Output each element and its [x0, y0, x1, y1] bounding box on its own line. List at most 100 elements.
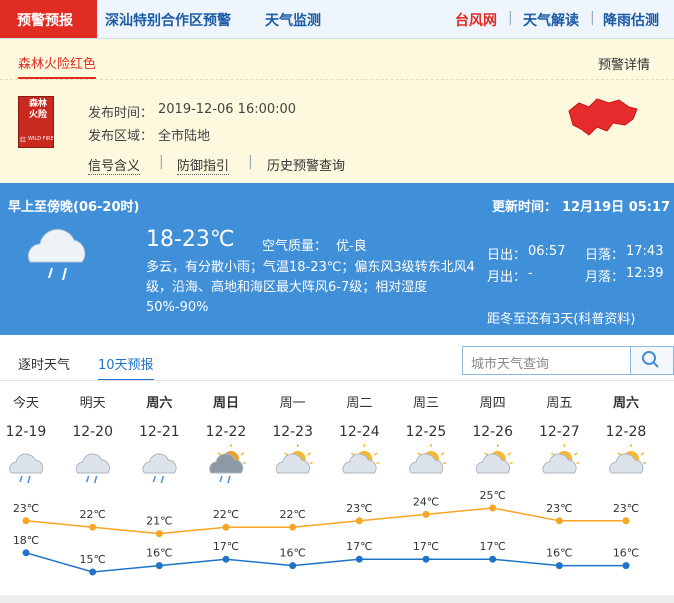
- label: 月落：: [585, 270, 625, 285]
- day-label: 周五: [546, 396, 572, 411]
- forecast-tab[interactable]: 逐时天气: [18, 358, 71, 373]
- date-label: 12-22: [206, 424, 247, 440]
- temp-point: [489, 555, 497, 563]
- temp-label: 16℃: [613, 547, 639, 560]
- warning-tab[interactable]: 森林火险红色: [18, 53, 97, 79]
- temp-point: [555, 562, 563, 570]
- temp-label: 17℃: [413, 540, 439, 553]
- nav-active-tab[interactable]: 预警预报: [17, 13, 73, 29]
- weather-icon: [142, 453, 177, 484]
- day-label: 今天: [13, 395, 39, 411]
- sun-rays: [217, 444, 246, 464]
- label: 日落：: [585, 248, 625, 263]
- temp-line: [25, 552, 626, 573]
- warning-link[interactable]: 防御指引: [177, 155, 230, 175]
- search-placeholder: 城市天气查询: [471, 357, 550, 372]
- divider: [0, 380, 674, 381]
- temp-label: 22℃: [79, 508, 105, 521]
- cloud: [609, 453, 644, 474]
- temp-label: 16℃: [546, 547, 572, 560]
- nav-tab[interactable]: 天气监测: [265, 13, 321, 29]
- temp-label: 17℃: [479, 540, 505, 553]
- label: 发布区域：: [88, 129, 154, 144]
- day-label: 周一: [280, 396, 306, 411]
- moonrise: -: [528, 266, 533, 281]
- cloud: [409, 453, 444, 474]
- temp-point: [622, 517, 630, 525]
- separator: |: [508, 10, 513, 26]
- temp-point: [622, 562, 630, 570]
- updated-time: 12月19日 05:17: [562, 200, 671, 215]
- date-label: 12-19: [6, 424, 47, 440]
- cloud: [209, 453, 244, 474]
- temp-point: [289, 523, 297, 531]
- cloud: [9, 453, 44, 474]
- temp-label: 23℃: [546, 502, 572, 515]
- sun-rays: [484, 444, 513, 464]
- moonset: 12:39: [626, 266, 664, 281]
- period: 早上至傍晚(06-20时): [8, 200, 140, 215]
- weather-icon: [209, 444, 246, 484]
- temp-point: [89, 523, 97, 531]
- publish-time: 2019-12-06 16:00:00: [158, 102, 297, 117]
- today-temp: 18-23℃: [146, 227, 235, 252]
- cloud: [75, 453, 110, 474]
- cloud: [475, 453, 510, 474]
- cloud: [142, 453, 177, 474]
- temp-point: [422, 555, 430, 563]
- temp-label: 23℃: [613, 502, 639, 515]
- icon-en: WILD FIRE: [28, 136, 54, 142]
- nav-link[interactable]: 天气解读: [523, 13, 579, 29]
- sun-rays: [417, 444, 446, 464]
- temp-point: [22, 549, 30, 557]
- search-input[interactable]: [462, 346, 632, 375]
- weather-icon: [609, 444, 646, 474]
- temp-label: 25℃: [479, 489, 505, 502]
- area-map: [568, 98, 638, 136]
- warning-icon: [18, 96, 54, 148]
- detail-link[interactable]: 预警详情: [598, 58, 651, 73]
- nav-tab[interactable]: 深汕特别合作区预警: [105, 13, 231, 29]
- separator: |: [248, 154, 253, 170]
- temp-label: 18℃: [13, 534, 39, 547]
- day-label: 明天: [80, 396, 106, 411]
- temp-point: [222, 523, 230, 531]
- warning-link[interactable]: 历史预警查询: [267, 159, 346, 174]
- weather-icon: [475, 444, 513, 474]
- temp-label: 16℃: [146, 547, 172, 560]
- date-label: 12-25: [406, 424, 447, 440]
- sunset: 17:43: [626, 244, 664, 259]
- temp-label: 17℃: [213, 540, 239, 553]
- temp-label: 17℃: [346, 540, 372, 553]
- temp-point: [222, 555, 230, 563]
- today-panel: [0, 183, 674, 335]
- temp-label: 21℃: [146, 515, 172, 528]
- solar-term[interactable]: 距冬至还有3天(科普资料): [487, 312, 636, 327]
- icon-title: 森林火险: [29, 99, 48, 120]
- separator: |: [590, 10, 595, 26]
- date-label: 12-26: [472, 424, 513, 440]
- date-label: 12-21: [139, 424, 180, 440]
- weather-icon: [342, 444, 380, 474]
- area: 全市陆地: [158, 129, 211, 144]
- temp-point: [22, 517, 30, 525]
- nav-link[interactable]: 台风网: [455, 13, 497, 29]
- temp-line: [25, 507, 626, 535]
- forecast-tab[interactable]: 10天预报: [98, 354, 154, 381]
- weather-icon: [75, 453, 110, 484]
- description: 多云，有分散小雨；气温18-23℃；偏东风3级转东北风4级，沿海、高地和海区最大…: [146, 260, 475, 315]
- temp-point: [289, 562, 297, 570]
- date-label: 12-27: [539, 424, 580, 440]
- sun-rays: [350, 444, 380, 464]
- label: 月出：: [487, 270, 527, 285]
- footer-strip: [0, 595, 674, 603]
- sun-rays: [284, 444, 313, 464]
- temp-label: 15℃: [79, 553, 105, 566]
- nav-link[interactable]: 降雨估测: [603, 13, 659, 29]
- temp-label: 23℃: [346, 502, 372, 515]
- day-label: 周四: [480, 396, 506, 411]
- warning-link[interactable]: 信号含义: [88, 155, 141, 175]
- date-label: 12-20: [72, 424, 113, 440]
- rain: [19, 475, 31, 484]
- weather-icon: [275, 444, 313, 474]
